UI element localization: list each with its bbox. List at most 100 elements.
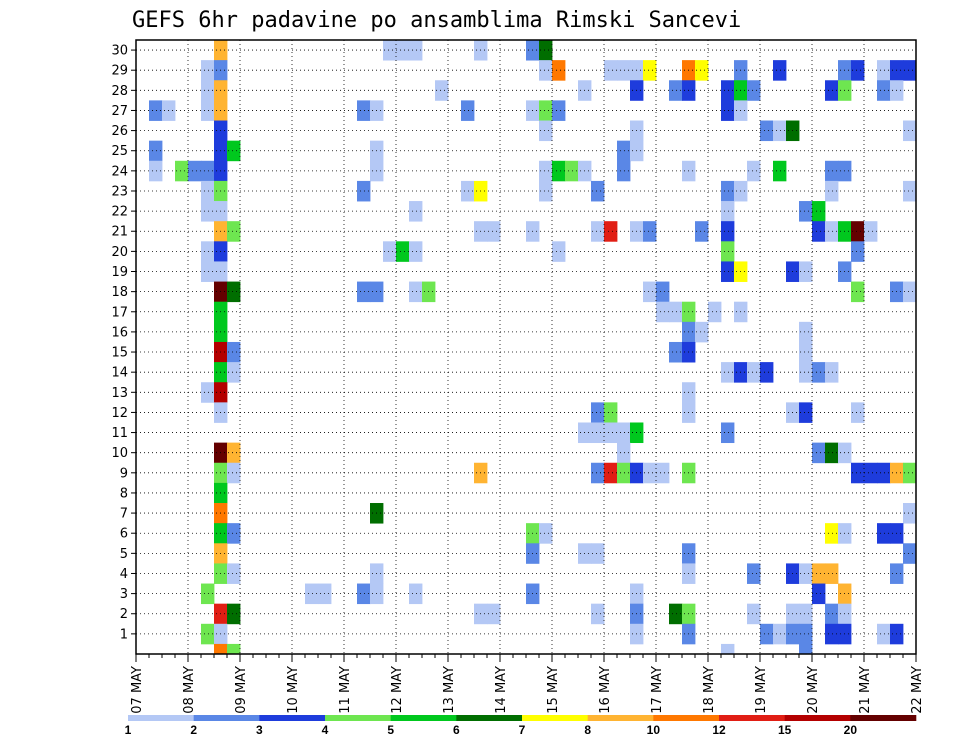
heatmap-cell [812, 362, 826, 383]
heatmap-cell [721, 362, 735, 383]
heatmap-cell [227, 523, 241, 544]
y-tick-label: 21 [111, 225, 128, 240]
heatmap-cell [760, 623, 774, 645]
colorbar-segment [325, 715, 391, 721]
y-tick-label: 30 [111, 44, 128, 59]
x-tick-label: 20 MAY [806, 666, 821, 714]
heatmap-cell [643, 281, 657, 303]
heatmap-cell [903, 462, 917, 484]
heatmap-cell [669, 341, 683, 363]
heatmap-cell [201, 241, 215, 262]
colorbar-label: 20 [844, 723, 858, 737]
heatmap-cell [539, 100, 553, 121]
heatmap-cell [149, 160, 163, 182]
heatmap-cell [903, 503, 917, 524]
heatmap-cell [357, 281, 371, 303]
x-tick-label: 21 MAY [858, 666, 873, 714]
heatmap-cell [760, 362, 774, 383]
y-tick-label: 4 [120, 567, 128, 582]
heatmap-cell [201, 60, 215, 81]
heatmap-cell [903, 60, 917, 81]
heatmap-cell [383, 241, 397, 262]
y-tick-label: 1 [120, 627, 128, 642]
heatmap-cell [773, 160, 787, 182]
colorbar-segment [653, 715, 720, 721]
heatmap-cell [201, 100, 215, 121]
x-tick-label: 11 MAY [338, 666, 353, 714]
colorbar-segment [522, 715, 588, 721]
heatmap-cell [851, 281, 865, 303]
heatmap-cell [604, 422, 618, 444]
colorbar-segment [259, 715, 326, 721]
heatmap-cell [825, 603, 839, 625]
colorbar-label: 8 [584, 723, 591, 737]
chart-title: GEFS 6hr padavine po ansamblima Rimski S… [132, 8, 741, 33]
heatmap-cell [799, 603, 813, 625]
heatmap-cell [604, 462, 618, 484]
colorbar-segment [456, 715, 523, 721]
x-tick-label: 22 MAY [910, 666, 925, 714]
heatmap-cell [799, 563, 813, 584]
heatmap-cell [825, 362, 839, 383]
heatmap-cell [812, 201, 826, 222]
heatmap-cell [669, 603, 683, 625]
heatmap-cell [643, 462, 657, 484]
heatmap-cell [201, 180, 215, 202]
heatmap-cell [201, 160, 215, 182]
heatmap-cell [396, 241, 410, 262]
heatmap-cell [864, 462, 878, 484]
colorbar-label: 4 [322, 723, 329, 737]
heatmap-cell [721, 422, 735, 444]
heatmap-cell [825, 563, 839, 584]
heatmap-cell [851, 221, 865, 242]
heatmap-cell [825, 180, 839, 202]
heatmap-cell [812, 221, 826, 242]
heatmap-cell [747, 563, 761, 584]
colorbar-segment [390, 715, 457, 721]
x-tick-label: 08 MAY [182, 666, 197, 714]
heatmap-cell [591, 402, 605, 423]
colorbar-label: 6 [453, 723, 460, 737]
heatmap-cell [799, 341, 813, 363]
heatmap-cell [227, 341, 241, 363]
x-tick-label: 17 MAY [650, 666, 665, 714]
heatmap-cell [799, 321, 813, 343]
heatmap-cell [877, 623, 891, 645]
colorbar-segment [850, 715, 917, 721]
y-tick-label: 18 [111, 285, 128, 300]
colorbar-label: 5 [387, 723, 394, 737]
heatmap-cell [695, 60, 709, 81]
colorbar-label: 2 [190, 723, 197, 737]
y-tick-label: 11 [111, 426, 128, 441]
heatmap-cell [773, 120, 787, 142]
heatmap-cell [591, 221, 605, 242]
heatmap-cell [461, 100, 475, 121]
heatmap-cell [175, 160, 189, 182]
y-tick-label: 10 [111, 446, 128, 461]
heatmap-cell [799, 201, 813, 222]
y-tick-label: 9 [120, 466, 128, 481]
heatmap-cell [669, 80, 683, 101]
heatmap-cell [747, 603, 761, 625]
colorbar-label: 15 [778, 723, 792, 737]
y-tick-label: 15 [111, 346, 128, 361]
heatmap-cell [864, 221, 878, 242]
heatmap-cell [643, 60, 657, 81]
heatmap-cell [591, 543, 605, 564]
heatmap-cell [747, 362, 761, 383]
colorbar-label: 7 [519, 723, 526, 737]
y-tick-label: 7 [120, 507, 128, 522]
heatmap-cell [812, 583, 826, 605]
heatmap-cell [539, 120, 553, 142]
y-tick-label: 16 [111, 325, 128, 340]
heatmap-cell [903, 180, 917, 202]
heatmap-cell [591, 422, 605, 444]
heatmap-cell [409, 281, 423, 303]
heatmap-cell [149, 140, 163, 162]
y-tick-label: 6 [120, 527, 128, 542]
heatmap-cell [721, 100, 735, 121]
y-tick-label: 25 [111, 144, 128, 159]
colorbar-segment [719, 715, 785, 721]
heatmap-cells [149, 40, 917, 655]
heatmap-cell [539, 160, 553, 182]
